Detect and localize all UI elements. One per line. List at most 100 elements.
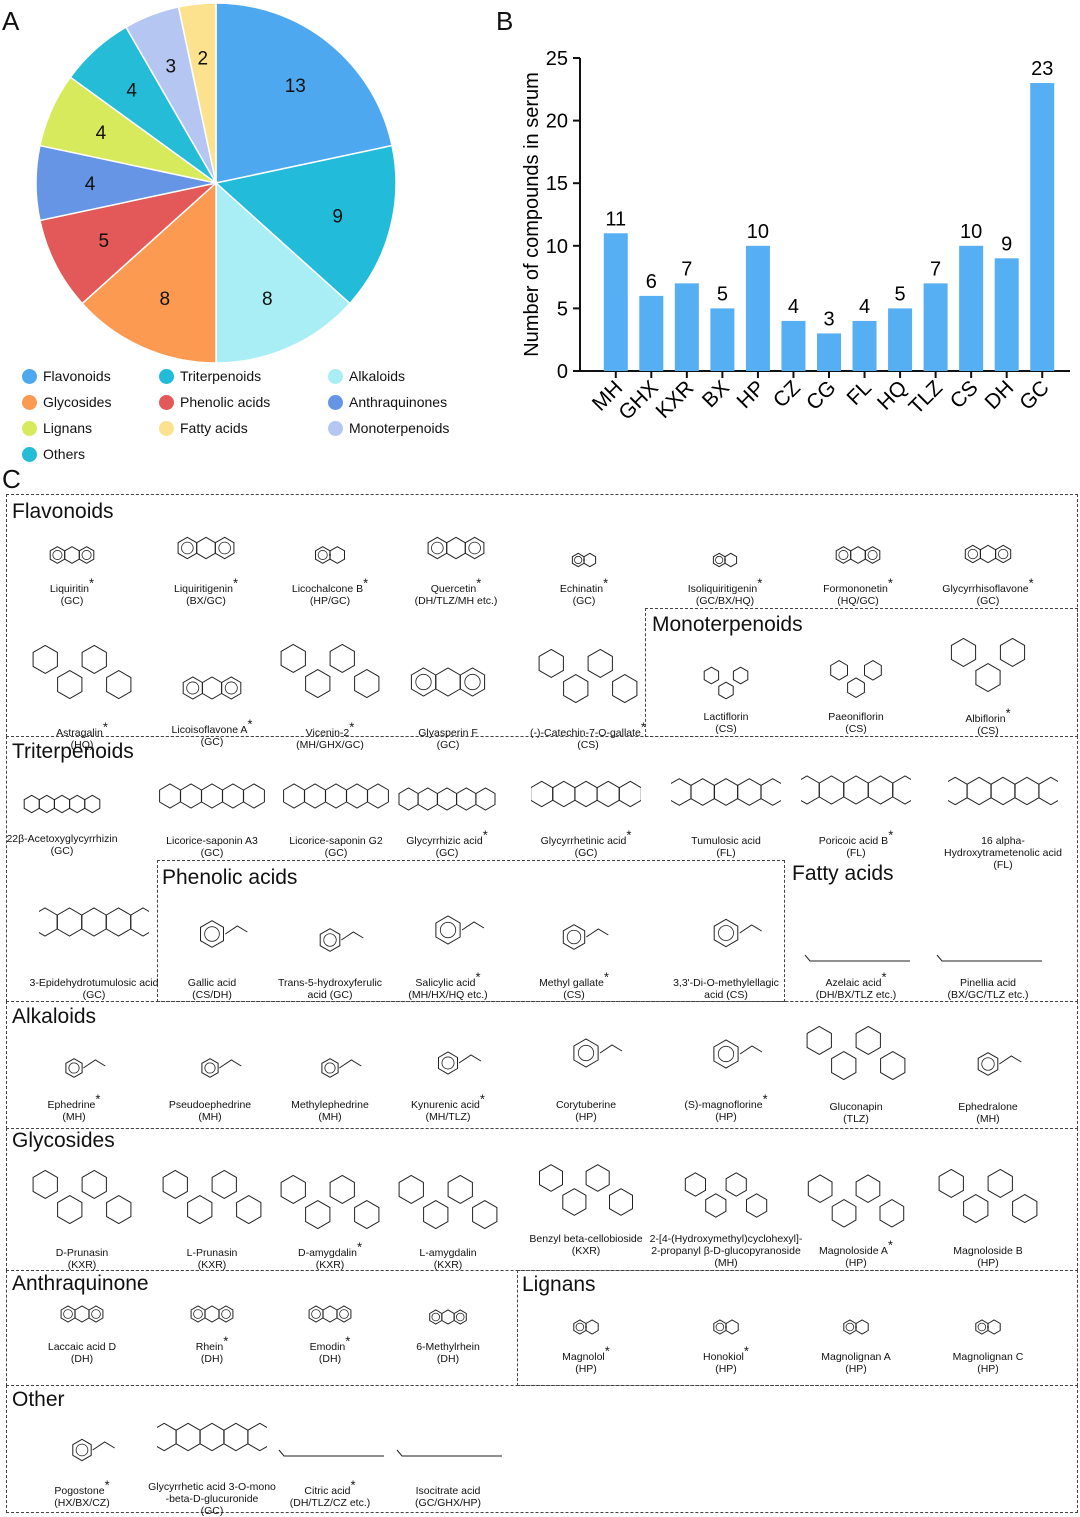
compound-source: (CS) (577, 739, 599, 751)
serum-marker: * (640, 719, 646, 735)
legend-label: Phenolic acids (180, 394, 271, 410)
compound-card: Lactiflorin (CS) (660, 658, 792, 735)
serum-marker: * (89, 575, 95, 591)
legend-label: Lignans (43, 420, 93, 436)
compound-name-text: Formononetin (823, 583, 888, 595)
chemical-structure-icon (162, 1169, 262, 1225)
pie-slice-4 (39, 181, 219, 305)
compound-name-text: 3,3'-Di-O-methylellagic (673, 977, 779, 989)
chemical-structure-icon (200, 920, 248, 948)
serum-marker: * (476, 575, 482, 591)
compound-source: (MH/GHX/GC) (296, 739, 364, 751)
compound-name: Pseudoephedrine (144, 1099, 276, 1111)
compound-card: Magnoloside A* (HP) (790, 1160, 922, 1269)
compound-card: Laccaic acid D (DH) (16, 1290, 148, 1365)
chemical-structure-icon (712, 552, 738, 568)
chemical-structure-icon (190, 1305, 234, 1323)
y-tick-label: 15 (546, 173, 568, 195)
x-tick-label: KXR (652, 376, 699, 423)
chemical-structure-icon (975, 1319, 1001, 1335)
compound-name: Pogostone* (16, 1479, 148, 1498)
compound-card: Licorice-saponin A3 (GC) (146, 760, 278, 859)
compound-name: 16 alpha-Hydroxytrametenolic acid (937, 835, 1069, 859)
compound-name: Kynurenic acid* (382, 1093, 514, 1112)
compound-name: Astragalin* (16, 721, 148, 740)
compound-source: (DH) (318, 1353, 342, 1365)
compound-name: Salicylic acid* (382, 971, 514, 990)
compound-source: (GC) (436, 739, 460, 751)
legend-swatch (328, 394, 343, 410)
compound-card: Citric acid* (DH/TLZ/CZ etc.) (264, 1418, 396, 1509)
pie-slice-3 (81, 181, 217, 364)
x-tick-label: HP (733, 376, 770, 413)
chemical-structure-icon (23, 794, 101, 814)
bar-DH (994, 258, 1019, 371)
compound-name: 22β-Acetoxyglycyrrhizin (0, 833, 128, 845)
chemical-structure-icon (703, 666, 749, 700)
serum-marker: * (223, 1333, 229, 1349)
compound-name-text: Kynurenic acid (411, 1099, 480, 1111)
compound-source-extra: (MH) (714, 1257, 738, 1269)
x-tick-label: GHX (614, 376, 662, 424)
serum-marker: * (345, 1333, 351, 1349)
chemical-structure-icon (319, 928, 364, 952)
compound-name-text: 6-Methylrhein (416, 1341, 480, 1353)
chemical-structure-icon (429, 1309, 467, 1325)
section-title-alkaloids: Alkaloids (12, 1005, 97, 1028)
compound-source-extra: (GC) (200, 1505, 224, 1517)
legend-swatch (328, 368, 343, 384)
compound-source: (KXR) (433, 1259, 463, 1271)
x-tick-label: TLZ (904, 376, 947, 419)
bar-value-label: 5 (895, 283, 906, 305)
compound-name-text: Ephedralone (958, 1101, 1018, 1113)
compound-card: Liquiritin* (GC) (6, 530, 138, 607)
compound-name: Citric acid* (264, 1479, 396, 1498)
compound-card: Gallic acid (CS/DH) (146, 894, 278, 1001)
compound-name: Rhein* (146, 1335, 278, 1354)
legend-item-9: Others (22, 446, 85, 462)
compound-name-text: L-Prunasin (186, 1247, 238, 1259)
chemical-structure-icon (573, 1038, 623, 1068)
serum-marker: * (604, 1343, 610, 1359)
compound-source: (HP) (977, 1257, 999, 1269)
compound-card: Salicylic acid* (MH/HX/HQ etc.) (382, 886, 514, 1001)
compound-name: Gallic acid (146, 977, 278, 989)
bar-BX (710, 308, 735, 371)
chemical-structure-icon (60, 1305, 104, 1323)
legend-item-4: Phenolic acids (159, 394, 270, 410)
compound-name-text: Emodin (309, 1341, 346, 1353)
compound-source: (DH/TLZ/CZ etc.) (289, 1497, 371, 1509)
serum-marker: * (762, 1091, 768, 1107)
compound-name-text: Benzyl beta-cellobioside (529, 1233, 643, 1245)
compound-source: (GC) (82, 989, 106, 1001)
chemical-structure-icon (32, 1169, 132, 1225)
compound-source: (HP/GC) (309, 595, 351, 607)
compound-source: (GC) (324, 847, 348, 859)
compound-name: Ephedralone (922, 1101, 1054, 1113)
compound-card: Magnolol* (HP) (520, 1306, 652, 1375)
legend-swatch (159, 394, 174, 410)
pie-slice-label-4: 5 (98, 231, 109, 252)
compound-card: Ephedrine* (MH) (8, 1040, 140, 1123)
section-title-lignans: Lignans (522, 1273, 596, 1296)
compound-name: Glyasperin F (382, 727, 514, 739)
compound-name-text: Magnolol (562, 1351, 605, 1363)
y-tick-label: 0 (557, 361, 568, 383)
compound-name: Honokiol* (660, 1345, 792, 1364)
legend-swatch (22, 394, 37, 410)
compound-source: (KXR) (571, 1245, 601, 1257)
serum-marker: * (1028, 575, 1034, 591)
bar-TLZ (923, 283, 948, 371)
compound-card: Methylephedrine (MH) (264, 1040, 396, 1123)
compound-source: (TLZ) (843, 1113, 869, 1125)
compound-name: Liquiritin* (6, 577, 138, 596)
compound-source: (CS) (845, 723, 867, 735)
section-title-anthraquinone: Anthraquinone (12, 1272, 149, 1295)
x-tick-label: BX (698, 376, 734, 412)
compound-card: Glycyrrhisoflavone* (GC) (922, 528, 1054, 607)
chemical-structure-icon (308, 1305, 352, 1323)
chemical-structure-icon (671, 778, 781, 806)
compound-card: 3-Epidehydrotumulosic acid (GC) (28, 870, 160, 1001)
chemical-structure-icon (438, 1051, 482, 1075)
chemical-structure-icon (843, 1319, 869, 1335)
